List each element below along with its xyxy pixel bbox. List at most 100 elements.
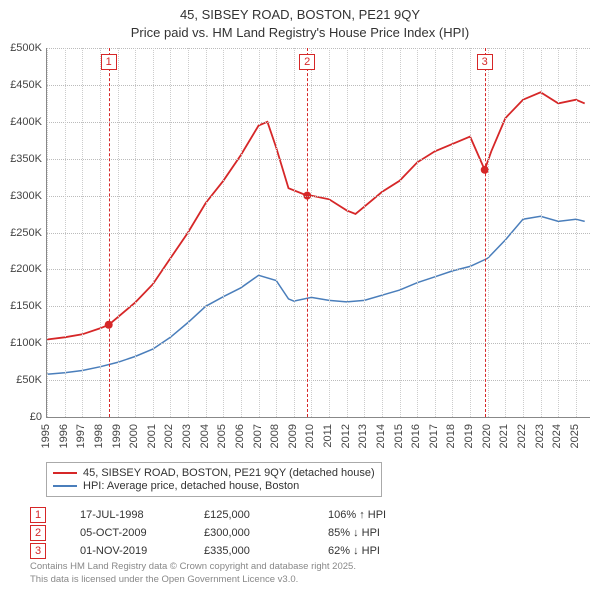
gridline-vertical [488, 48, 489, 417]
gridline-vertical [170, 48, 171, 417]
x-axis-label: 1996 [58, 424, 70, 448]
gridline-horizontal [47, 48, 590, 49]
y-axis-label: £400K [0, 116, 42, 128]
txn-ratio: 85% ↓ HPI [328, 527, 428, 539]
gridline-vertical [206, 48, 207, 417]
gridline-vertical [400, 48, 401, 417]
y-axis-label: £350K [0, 153, 42, 165]
x-axis-label: 2023 [534, 424, 546, 448]
footer-attribution: Contains HM Land Registry data © Crown c… [30, 561, 356, 586]
y-axis-label: £0 [0, 411, 42, 423]
x-axis-label: 1995 [40, 424, 52, 448]
x-axis-label: 1998 [93, 424, 105, 448]
x-axis-label: 2007 [252, 424, 264, 448]
x-axis-label: 2015 [393, 424, 405, 448]
table-row: 1 17-JUL-1998 £125,000 106% ↑ HPI [30, 506, 428, 524]
y-axis-label: £150K [0, 300, 42, 312]
gridline-vertical [505, 48, 506, 417]
gridline-vertical [118, 48, 119, 417]
gridline-vertical [223, 48, 224, 417]
marker-line [485, 48, 486, 417]
chart-title: 45, SIBSEY ROAD, BOSTON, PE21 9QY Price … [0, 0, 600, 41]
x-axis-label: 2002 [163, 424, 175, 448]
txn-price: £300,000 [204, 527, 304, 539]
gridline-horizontal [47, 122, 590, 123]
x-axis-label: 2011 [322, 424, 334, 448]
x-axis-label: 2001 [146, 424, 158, 448]
gridline-horizontal [47, 269, 590, 270]
chart-plot-area: 1 2 3 [46, 48, 590, 418]
marker-badge: 3 [30, 543, 46, 559]
title-line-1: 45, SIBSEY ROAD, BOSTON, PE21 9QY [180, 7, 420, 22]
gridline-vertical [100, 48, 101, 417]
x-axis-label: 2013 [357, 424, 369, 448]
x-axis-label: 1997 [75, 424, 87, 448]
gridline-vertical [276, 48, 277, 417]
x-axis-label: 2018 [445, 424, 457, 448]
gridline-vertical [65, 48, 66, 417]
marker-line [109, 48, 110, 417]
x-axis-label: 2006 [234, 424, 246, 448]
txn-price: £125,000 [204, 509, 304, 521]
marker-line [307, 48, 308, 417]
gridline-vertical [135, 48, 136, 417]
marker-badge: 1 [30, 507, 46, 523]
x-axis-label: 2010 [304, 424, 316, 448]
legend-label: HPI: Average price, detached house, Bost… [83, 480, 299, 492]
y-axis-label: £500K [0, 42, 42, 54]
gridline-horizontal [47, 196, 590, 197]
x-axis-label: 2008 [269, 424, 281, 448]
gridline-horizontal [47, 306, 590, 307]
marker-box: 2 [299, 54, 315, 70]
gridline-horizontal [47, 343, 590, 344]
x-axis-label: 2019 [463, 424, 475, 448]
y-axis-label: £100K [0, 337, 42, 349]
gridline-vertical [188, 48, 189, 417]
x-axis-label: 2021 [498, 424, 510, 448]
legend: 45, SIBSEY ROAD, BOSTON, PE21 9QY (detac… [46, 462, 382, 497]
transaction-table: 1 17-JUL-1998 £125,000 106% ↑ HPI 2 05-O… [30, 506, 428, 560]
marker-box: 3 [477, 54, 493, 70]
txn-date: 05-OCT-2009 [80, 527, 180, 539]
gridline-vertical [241, 48, 242, 417]
series-line [47, 92, 585, 339]
gridline-vertical [347, 48, 348, 417]
txn-ratio: 106% ↑ HPI [328, 509, 428, 521]
gridline-vertical [470, 48, 471, 417]
gridline-vertical [417, 48, 418, 417]
txn-ratio: 62% ↓ HPI [328, 545, 428, 557]
x-axis-label: 1999 [111, 424, 123, 448]
gridline-vertical [311, 48, 312, 417]
x-axis-label: 2009 [287, 424, 299, 448]
footer-line-2: This data is licensed under the Open Gov… [30, 574, 298, 585]
gridline-horizontal [47, 159, 590, 160]
gridline-vertical [47, 48, 48, 417]
gridline-vertical [435, 48, 436, 417]
x-axis-label: 2000 [128, 424, 140, 448]
table-row: 3 01-NOV-2019 £335,000 62% ↓ HPI [30, 542, 428, 560]
x-axis-label: 2024 [551, 424, 563, 448]
gridline-vertical [541, 48, 542, 417]
marker-badge: 2 [30, 525, 46, 541]
y-axis-label: £300K [0, 190, 42, 202]
gridline-horizontal [47, 233, 590, 234]
series-line [47, 216, 585, 374]
legend-item: HPI: Average price, detached house, Bost… [53, 480, 375, 492]
x-axis-label: 2020 [481, 424, 493, 448]
gridline-vertical [364, 48, 365, 417]
x-axis-label: 2005 [216, 424, 228, 448]
x-axis-label: 2014 [375, 424, 387, 448]
gridline-vertical [452, 48, 453, 417]
title-line-2: Price paid vs. HM Land Registry's House … [131, 25, 469, 40]
gridline-vertical [329, 48, 330, 417]
gridline-vertical [558, 48, 559, 417]
legend-item: 45, SIBSEY ROAD, BOSTON, PE21 9QY (detac… [53, 467, 375, 479]
legend-label: 45, SIBSEY ROAD, BOSTON, PE21 9QY (detac… [83, 467, 375, 479]
y-axis-label: £450K [0, 79, 42, 91]
gridline-horizontal [47, 380, 590, 381]
gridline-vertical [576, 48, 577, 417]
gridline-vertical [259, 48, 260, 417]
marker-box: 1 [101, 54, 117, 70]
txn-price: £335,000 [204, 545, 304, 557]
legend-swatch [53, 485, 77, 487]
